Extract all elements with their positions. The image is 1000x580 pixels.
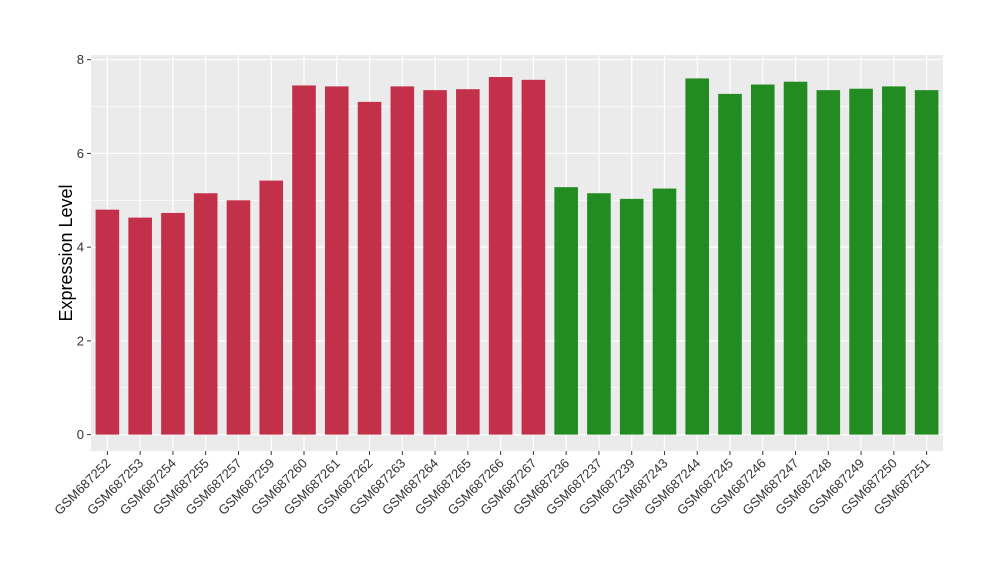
bar-GSM687249 — [849, 88, 873, 435]
bar-GSM687253 — [128, 217, 152, 435]
bar-GSM687259 — [259, 180, 284, 435]
bar-GSM687266 — [488, 77, 513, 435]
bar-GSM687246 — [750, 84, 775, 435]
bar-GSM687262 — [357, 101, 382, 435]
y-tick-label: 6 — [77, 146, 84, 161]
bar-GSM687250 — [882, 86, 906, 435]
y-axis-title: Expression Level — [56, 184, 76, 321]
bar-GSM687263 — [390, 86, 415, 435]
plot-panel — [91, 55, 943, 451]
bar-GSM687265 — [456, 89, 480, 435]
bar-GSM687260 — [292, 85, 316, 435]
bar-GSM687252 — [95, 209, 120, 435]
bar-GSM687251 — [914, 90, 939, 435]
bar-GSM687257 — [226, 200, 251, 435]
y-tick-label: 8 — [77, 52, 84, 67]
bar-GSM687247 — [783, 81, 808, 435]
y-tick-label: 0 — [77, 427, 84, 442]
bar-GSM687237 — [587, 193, 611, 435]
bar-GSM687264 — [423, 90, 447, 435]
bar-GSM687243 — [652, 188, 677, 435]
y-tick-label: 2 — [77, 333, 84, 348]
bar-GSM687239 — [619, 198, 644, 435]
bars — [95, 77, 939, 435]
bar-GSM687248 — [816, 90, 841, 435]
bar-GSM687267 — [521, 79, 546, 435]
y-tick-label: 4 — [77, 240, 84, 255]
y-axis: 0 2 4 6 8 — [77, 52, 91, 442]
bar-GSM687255 — [193, 193, 218, 435]
bar-GSM687254 — [161, 212, 185, 435]
bar-GSM687244 — [685, 78, 710, 435]
x-axis: GSM687252GSM687253GSM687254GSM687255GSM6… — [51, 451, 933, 518]
bar-GSM687245 — [718, 93, 742, 435]
bar-GSM687261 — [324, 86, 349, 435]
bar-GSM687236 — [554, 187, 578, 435]
